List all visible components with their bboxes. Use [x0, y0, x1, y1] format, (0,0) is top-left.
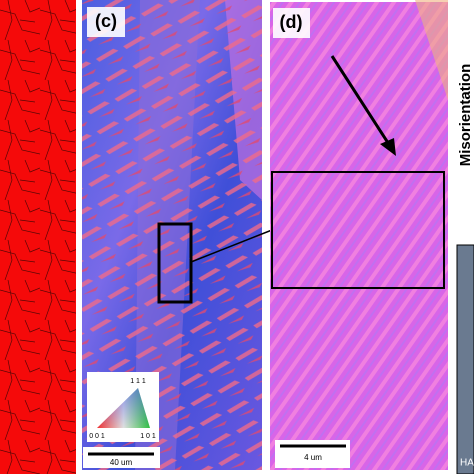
legend-top: 1 1 1	[130, 378, 146, 385]
legend-left: 0 0 1	[89, 433, 105, 440]
panel-c: (c) 1 1 1 0 0 1 1 0 1 40 um	[82, 0, 262, 470]
inset-image	[456, 244, 474, 474]
red-map	[0, 0, 76, 474]
scale-bar-label: 4 um	[304, 453, 322, 462]
inset-label: HA	[460, 458, 474, 469]
scale-bar-label: 40 um	[110, 458, 133, 467]
side-label: Misorientation	[457, 64, 474, 167]
legend-right: 1 0 1	[140, 433, 156, 440]
panel-d: (d) 4 um	[270, 0, 448, 470]
panel-label: (d)	[280, 12, 303, 32]
panel-label: (c)	[95, 11, 117, 31]
